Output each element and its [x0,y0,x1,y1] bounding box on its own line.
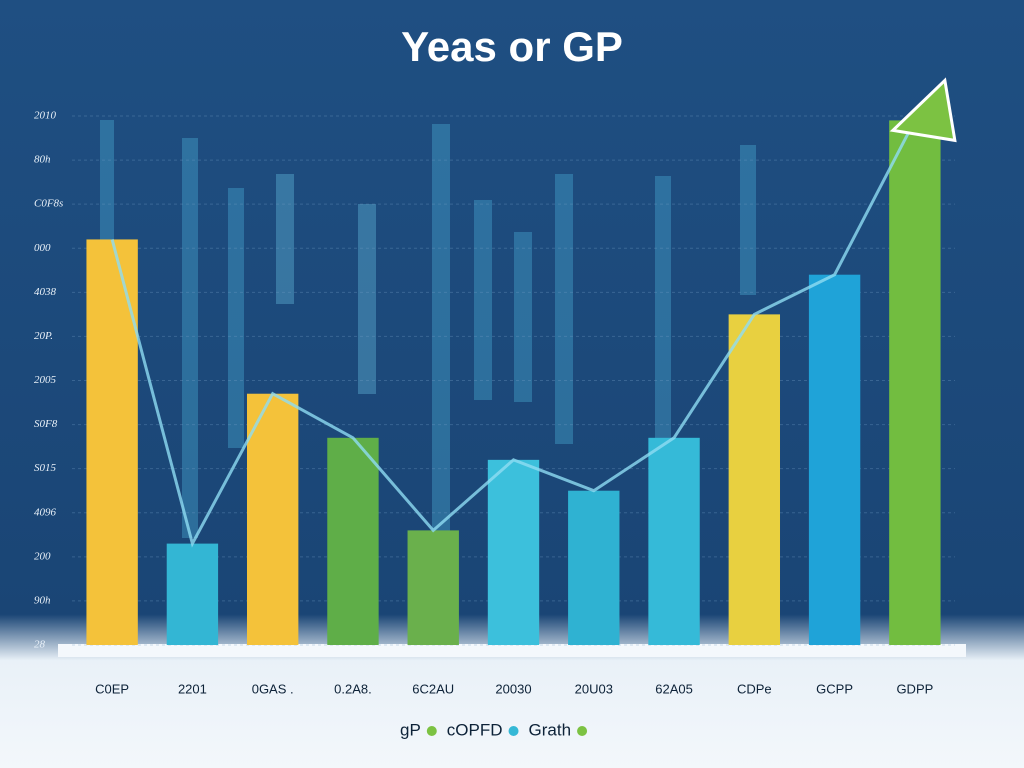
x-tick-label: 20030 [495,681,531,696]
bar [407,530,459,645]
decorative-columns [100,120,756,544]
bar [808,274,861,645]
bar [648,437,700,645]
legend-swatch [577,726,588,736]
y-tick-label: 2010 [34,110,57,122]
y-tick-label: C0F8s [34,198,63,210]
trend-line [110,119,917,548]
x-tick-label: 6C2AU [412,681,454,696]
baseline [58,644,966,657]
x-tick-label: 0.2A8. [334,681,372,696]
legend-swatch [508,726,519,736]
y-tick-label: 90h [34,594,51,606]
x-tick-label: 0GAS . [252,681,294,696]
y-tick-label: S0F8 [34,418,58,430]
bar [487,459,540,645]
x-tick-label: 62A05 [655,681,693,696]
legend-swatch [426,726,437,736]
x-tick-label: 2201 [178,681,207,696]
y-tick-label: 2005 [34,374,57,386]
chart-title: Yeas or GP [401,23,623,70]
x-tick-label: C0EP [95,681,129,696]
x-tick-label: CDPe [737,681,772,696]
y-tick-label: 4038 [34,286,57,298]
legend-label: cOPFD [447,720,503,739]
bar [327,437,379,645]
trend-arrow [889,77,957,143]
y-tick-label: 000 [34,242,51,254]
x-tick-label: GDPP [896,681,933,696]
bar [568,490,620,645]
bar [86,239,138,645]
y-tick-label: 28 [34,639,46,651]
bar [166,543,219,645]
x-tick-label: 20U03 [575,681,613,696]
bar [889,120,941,646]
legend-label: Grath [529,720,572,739]
y-tick-label: 4096 [34,506,57,518]
bar [728,314,781,645]
bar [246,393,299,645]
legend-label: gP [400,720,421,739]
y-tick-label: 20P. [34,330,53,342]
x-tick-label: GCPP [816,681,853,696]
y-tick-label: S015 [34,462,57,474]
y-tick-label: 80h [34,154,51,166]
y-tick-label: 200 [34,550,51,562]
